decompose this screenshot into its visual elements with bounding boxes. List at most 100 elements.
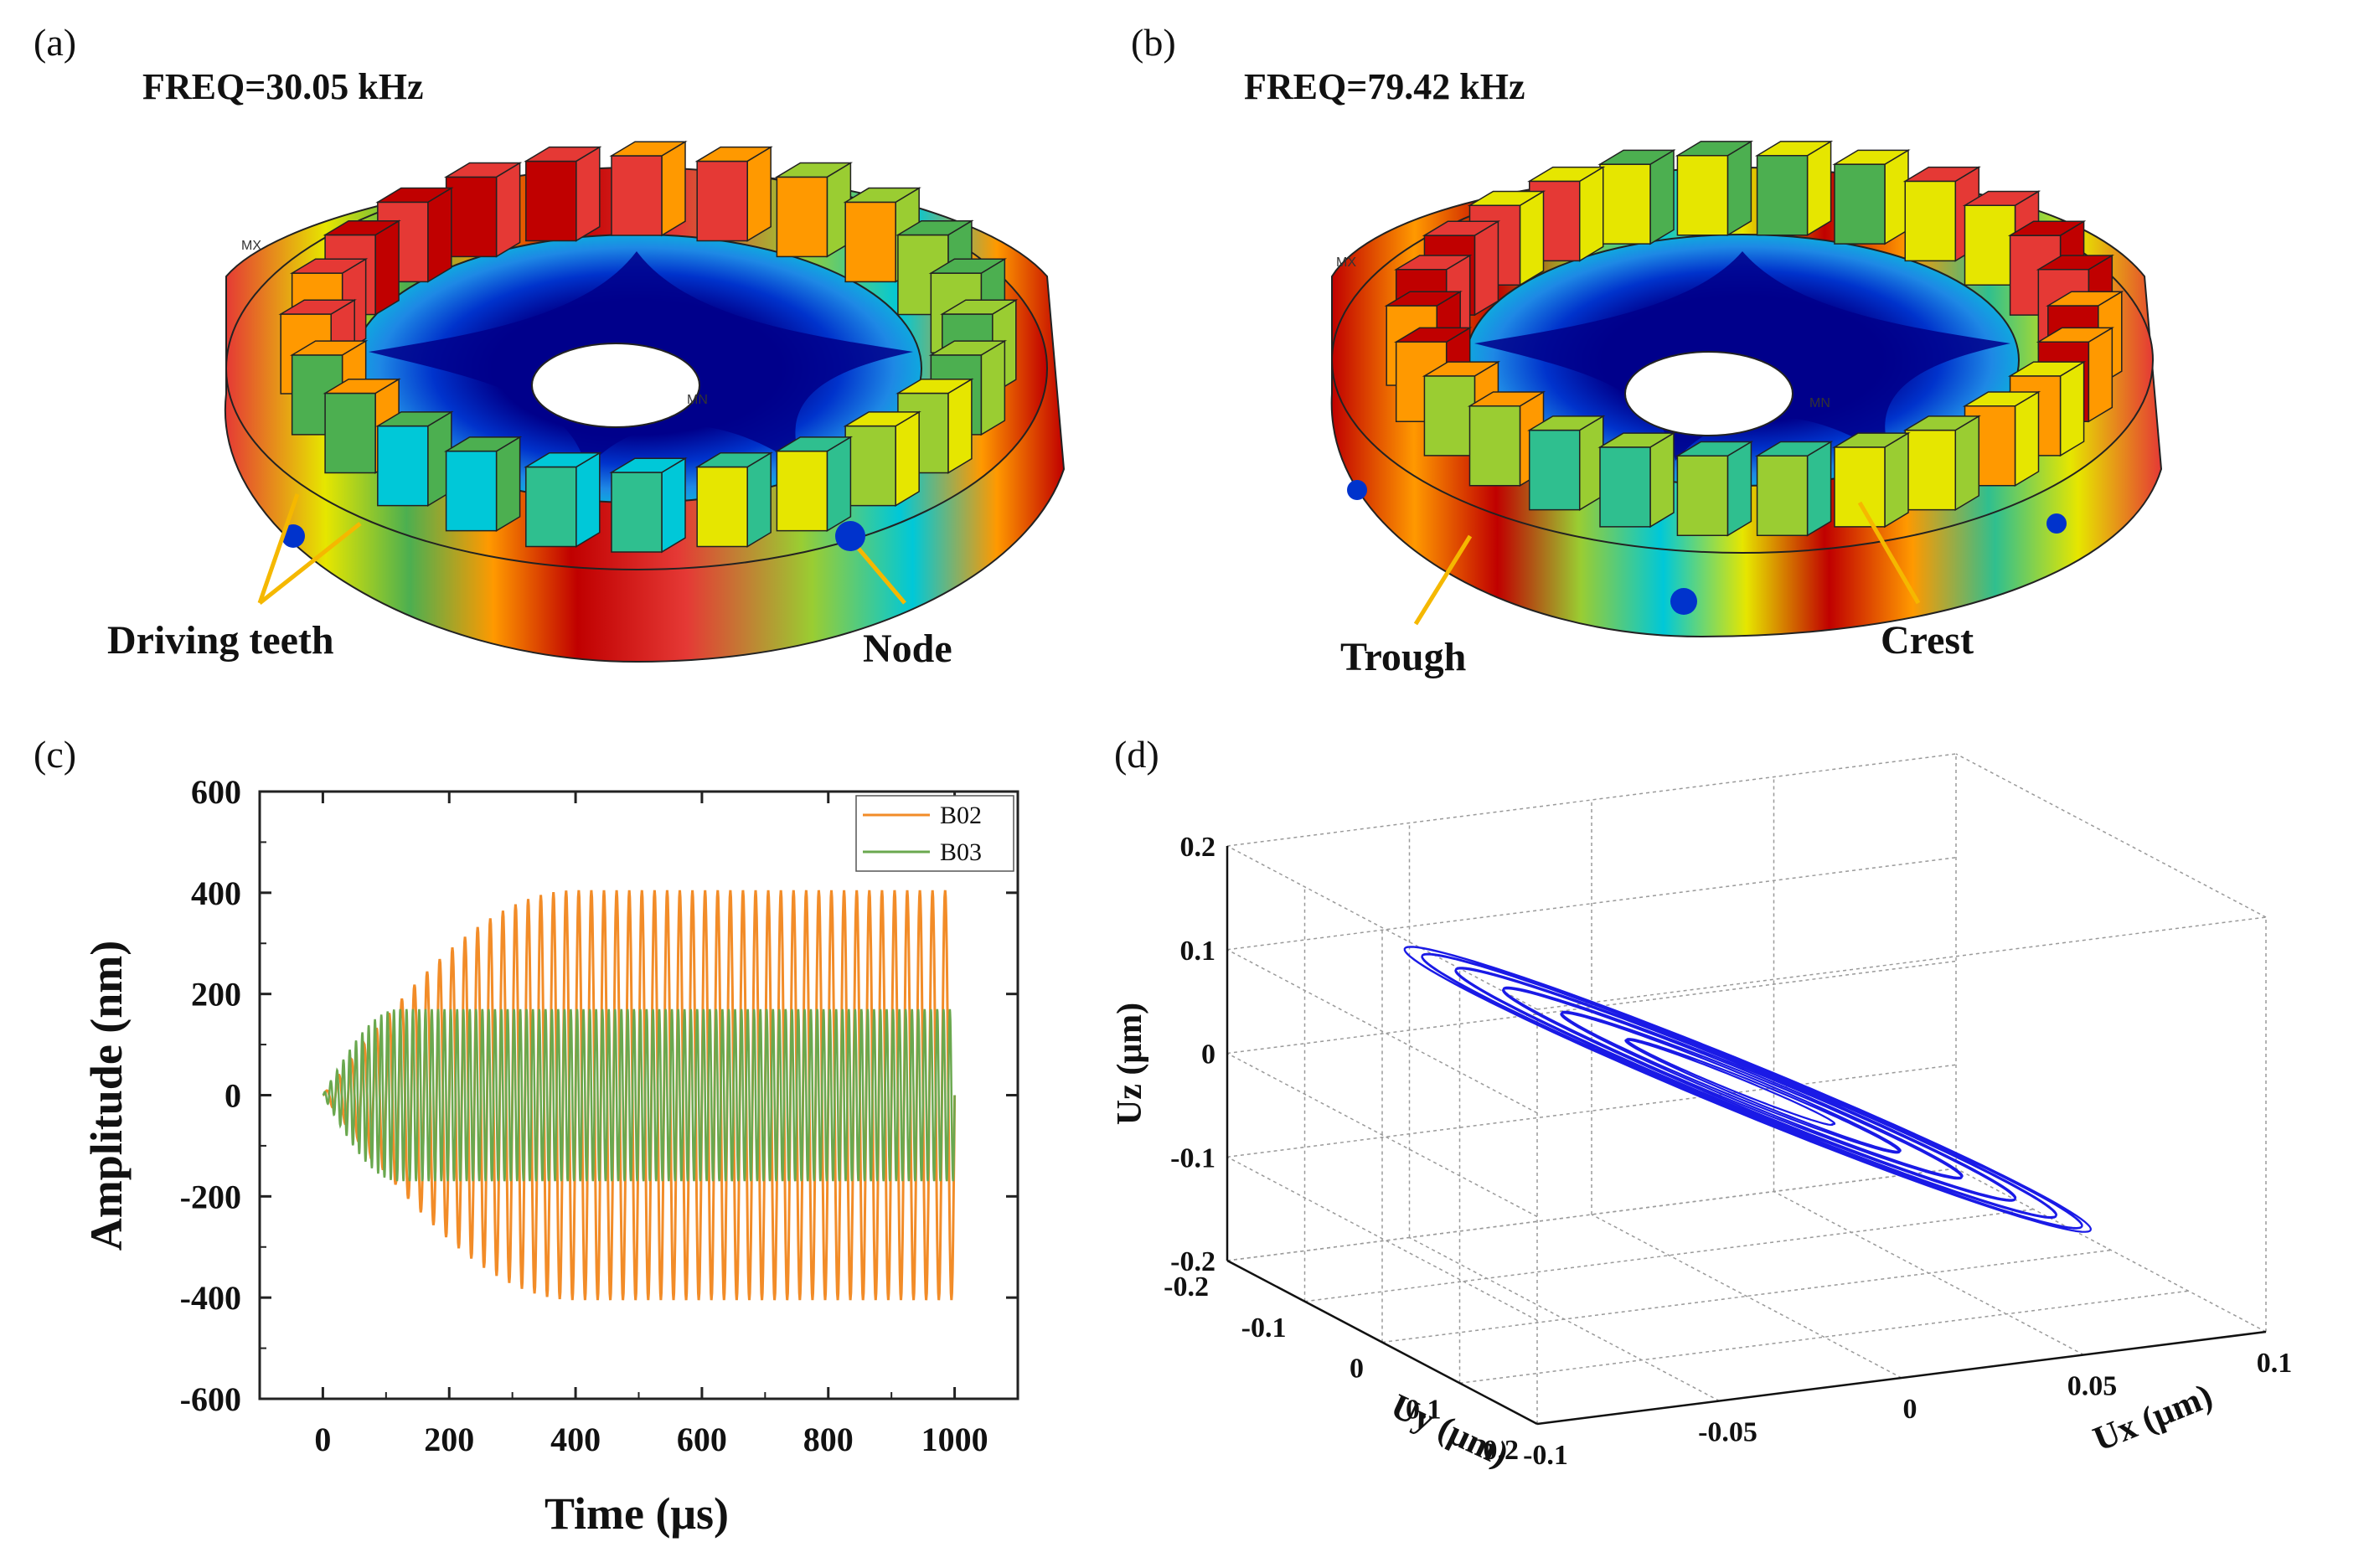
tooth-top: [443, 436, 523, 452]
tooth-top: [289, 340, 369, 356]
trough-label: Trough: [1340, 635, 1466, 679]
grid-line: [1955, 1168, 2267, 1333]
x-axis-label-c: Time (μs): [545, 1488, 729, 1539]
tooth-top: [895, 378, 974, 395]
node-label: Node: [863, 627, 952, 671]
legend-entry-b02: B02: [940, 802, 982, 829]
x-tick-label-c: 800: [803, 1421, 854, 1458]
tooth-front: [1756, 455, 1809, 537]
tooth-front: [1756, 154, 1809, 236]
tooth-side: [1726, 140, 1752, 237]
tooth-front: [1423, 375, 1476, 456]
y-tick-label-d: 0: [1350, 1354, 1364, 1385]
tooth-top: [1422, 361, 1501, 377]
tooth-top: [1422, 220, 1501, 236]
tooth-top: [1754, 441, 1834, 457]
tooth-side: [1884, 431, 1909, 529]
tooth-front: [445, 450, 498, 532]
tooth-front: [1599, 446, 1651, 528]
tooth-side: [374, 219, 400, 316]
legend-c: B02 B03: [855, 795, 1014, 872]
tooth-top: [524, 146, 602, 162]
panel-c-label: (c): [34, 733, 76, 776]
z-tick-label-d: -0.2: [1170, 1246, 1215, 1277]
tooth-side: [661, 456, 686, 554]
tooth-side: [1806, 441, 1832, 537]
grid-line: [1591, 1214, 1902, 1379]
tooth-front: [377, 425, 429, 507]
panel-b-frequency: FREQ=79.42 kHz: [1244, 66, 1525, 107]
tooth-side: [1578, 166, 1604, 262]
driving-teeth-a: [278, 140, 1019, 554]
axis-ticks-3d: -0.2-0.100.10.2-0.2-0.100.10.2 -0.1-0.050…: [1164, 832, 2292, 1471]
arrow-node: [857, 547, 906, 605]
y-tick-label-c: 0: [225, 1077, 241, 1115]
tooth-top: [1675, 141, 1754, 157]
tooth-top: [1467, 391, 1546, 407]
tooth-side: [1726, 441, 1752, 537]
tooth-front: [1904, 180, 1957, 262]
y-tick-label-c: 400: [191, 874, 241, 912]
tooth-front: [525, 466, 577, 548]
tooth-side: [575, 146, 601, 242]
tooth-top: [2007, 220, 2087, 236]
grid-line: [1226, 960, 1957, 1055]
tooth-top: [1384, 291, 1463, 307]
tooth-top: [2036, 255, 2115, 271]
node-marker: [2046, 513, 2067, 534]
node-marker: [1670, 588, 1697, 615]
tooth-top: [1675, 441, 1754, 457]
tooth-front: [776, 450, 828, 532]
tooth-top: [2046, 291, 2124, 307]
x-tick-label-c: 1000: [921, 1421, 988, 1458]
panel-d-label: (d): [1114, 733, 1159, 776]
grid-line: [1955, 753, 2267, 918]
y-axis-label-c: Amplitude (nm): [81, 941, 132, 1251]
tooth-top: [2007, 361, 2087, 377]
tooth-top: [1527, 166, 1606, 183]
y-axis-label-d: Uy (μm): [1385, 1387, 1514, 1474]
tooth-top: [524, 452, 602, 468]
x-tick-label-d: 0.1: [2257, 1348, 2293, 1379]
tooth-top: [1902, 415, 1981, 431]
crest-label: Crest: [1881, 618, 1974, 663]
tooth-front: [611, 155, 663, 236]
tooth-side: [2059, 360, 2085, 457]
grid-line: [1304, 1209, 2034, 1302]
tooth-front: [1468, 405, 1521, 487]
tooth-side: [1649, 431, 1675, 529]
y-tick-label-d: -0.1: [1241, 1313, 1287, 1344]
tooth-side: [1806, 140, 1832, 237]
annotation-arrows-b: [1413, 501, 1921, 626]
tooth-top: [1527, 415, 1606, 431]
series-line-b03: [322, 1008, 956, 1182]
tooth-top: [1393, 327, 1473, 343]
tooth-front: [445, 176, 498, 258]
panel-c: (c) 0 200 400 600 800 1000 -600 -400 -200 0 200 400…: [34, 733, 1019, 1539]
tooth-top: [843, 187, 921, 204]
panel-b: (b) FREQ=79.42 kHz MN MX Trough Crest: [1131, 21, 2163, 679]
node-marker: [281, 524, 305, 548]
z-axis-label-d: Uz (μm): [1111, 1003, 1149, 1125]
tooth-top: [1754, 141, 1834, 157]
tooth-front: [844, 425, 896, 507]
grid-line: [1226, 857, 1957, 951]
grid-line: [1226, 1168, 1957, 1261]
x-tick-label-c: 0: [314, 1421, 331, 1458]
tooth-side: [2088, 327, 2114, 423]
z-tick-label-d: 0: [1201, 1039, 1215, 1070]
y-tick-label-c: -400: [180, 1279, 241, 1317]
y-tick-label-c: 600: [191, 773, 241, 811]
tooth-top: [774, 162, 854, 178]
tooth-top: [1832, 432, 1911, 448]
y-tick-label-d: 0.1: [1406, 1394, 1442, 1425]
tooth-side: [495, 436, 521, 533]
panel-d: (d) -0.2-0.100.10.2-0.2-0.100.10.2 -0.1-0…: [1111, 733, 2292, 1474]
x-tick-label-c: 400: [550, 1421, 601, 1458]
tooth-side: [495, 162, 521, 258]
tooth-top: [289, 258, 369, 274]
x-tick-label-d: -0.05: [1698, 1417, 1757, 1448]
tooth-top: [694, 452, 773, 468]
orbit-trajectory: [1403, 946, 2092, 1233]
tooth-side: [2014, 390, 2040, 487]
